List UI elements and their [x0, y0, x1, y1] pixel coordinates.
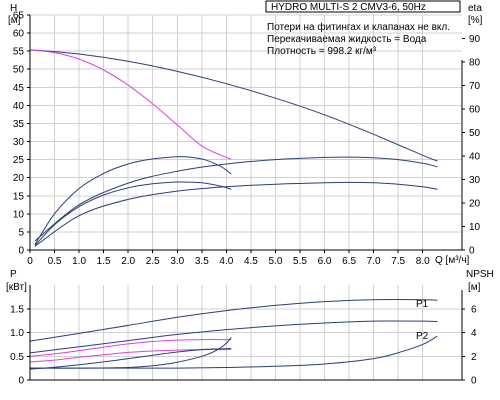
head-series-line-6 — [34, 181, 438, 247]
head-axis-unit: [м] — [8, 15, 21, 26]
eta-axis-unit: [%] — [468, 15, 483, 26]
head-y-tick-label: 0 — [18, 246, 24, 257]
power-series-line-2 — [29, 320, 438, 354]
head-y-tick-label: 35 — [13, 119, 25, 130]
head-y-tick-label: 50 — [13, 65, 25, 76]
head-axes — [29, 15, 463, 251]
x-tick-label: 2.0 — [121, 256, 135, 267]
eta-tick-label: 10 — [469, 222, 481, 233]
x-tick-label: 4.0 — [219, 256, 233, 267]
head-y-tick-label: 55 — [13, 47, 25, 58]
head-axis-label: H — [10, 3, 17, 14]
power-series-line-5 — [29, 347, 232, 370]
x-tick-label: 5.0 — [269, 256, 283, 267]
head-curves — [29, 49, 438, 247]
x-tick-label: 1.0 — [72, 256, 86, 267]
tick-labels: 0 0.5 1.0 1.5 2.0 2.5 3.0 3.5 4.0 4.5 5.0 5.5 6.0 6.5… — [10, 11, 480, 387]
x-tick-label: 7.0 — [367, 256, 381, 267]
npsh-tick-label: 4 — [471, 328, 477, 339]
power-axis-unit: [кВт] — [6, 282, 27, 293]
eta-tick-label: 50 — [469, 128, 481, 139]
head-y-tick-label: 45 — [13, 83, 25, 94]
head-y-tick-label: 15 — [13, 191, 25, 202]
head-y-tick-label: 40 — [13, 101, 25, 112]
eta-tick-label: 90 — [469, 34, 481, 45]
power-y-tick-label: 0.5 — [10, 352, 24, 363]
x-tick-label: 8.0 — [416, 256, 430, 267]
x-tick-label: 2.5 — [146, 256, 160, 267]
power-axes — [29, 285, 463, 381]
x-tick-label: 3.5 — [195, 256, 209, 267]
x-tick-label: 5.5 — [293, 256, 307, 267]
x-tick-label: 1.5 — [97, 256, 111, 267]
note-2: Перекачиваемая жидкость = Вода — [267, 34, 427, 45]
head-series-line-5 — [34, 156, 438, 242]
power-series-line-1 — [29, 299, 438, 342]
chart-title: HYDRO MULTI-S 2 CMV3-6, 50Hz — [271, 2, 426, 13]
x-tick-label: 7.5 — [391, 256, 405, 267]
head-grid — [30, 14, 462, 250]
flow-axis-label: Q [м³/ч] — [435, 255, 470, 266]
npsh-tick-label: 6 — [471, 304, 477, 315]
eta-tick-label: 40 — [469, 152, 481, 163]
head-y-tick-label: 60 — [13, 29, 25, 40]
x-tick-label: 3.0 — [170, 256, 184, 267]
x-tick-label: 0 — [27, 256, 33, 267]
power-y-tick-label: 1.0 — [10, 328, 24, 339]
eta-tick-label: 80 — [469, 58, 481, 69]
series-label-p2: P2 — [416, 331, 429, 342]
npsh-axis-unit: [м] — [468, 282, 481, 293]
eta-tick-label: 20 — [469, 199, 481, 210]
power-series-line-3 — [29, 339, 232, 357]
head-y-tick-label: 65 — [13, 11, 25, 22]
eta-tick-label: 70 — [469, 81, 481, 92]
series-label-p1: P1 — [416, 299, 429, 310]
eta-tick-label: 0 — [469, 246, 475, 257]
npsh-axis-label: NPSH — [466, 269, 494, 280]
power-axis-label: P — [10, 269, 17, 280]
head-series-line-2 — [29, 49, 232, 160]
power-series-line-7 — [29, 335, 438, 369]
note-1: Потери на фитингах и клапанах не вкл. — [267, 21, 450, 33]
power-y-tick-label: 0 — [18, 376, 24, 387]
x-tick-label: 6.0 — [318, 256, 332, 267]
head-y-tick-label: 10 — [13, 209, 25, 220]
head-y-tick-label: 25 — [13, 155, 25, 166]
head-series-line-3 — [34, 156, 232, 245]
eta-tick-label: 60 — [469, 105, 481, 116]
x-tick-label: 0.5 — [48, 256, 62, 267]
npsh-tick-label: 0 — [471, 376, 477, 387]
power-series-line-4 — [29, 349, 232, 363]
head-y-tick-label: 30 — [13, 137, 25, 148]
power-curves — [29, 299, 438, 370]
power-y-tick-label: 1.5 — [10, 304, 24, 315]
head-y-tick-label: 20 — [13, 173, 25, 184]
head-series-line-1 — [29, 49, 438, 162]
x-tick-label: 6.5 — [342, 256, 356, 267]
title-box — [265, 0, 461, 13]
x-tick-label: 4.5 — [244, 256, 258, 267]
head-series-line-4 — [34, 181, 232, 247]
head-y-tick-label: 5 — [18, 227, 24, 238]
note-3: Плотность = 998.2 кг/м³ — [267, 46, 377, 57]
eta-tick-label: 30 — [469, 175, 481, 186]
eta-axis-label: eta — [468, 3, 482, 14]
npsh-tick-label: 2 — [471, 352, 477, 363]
